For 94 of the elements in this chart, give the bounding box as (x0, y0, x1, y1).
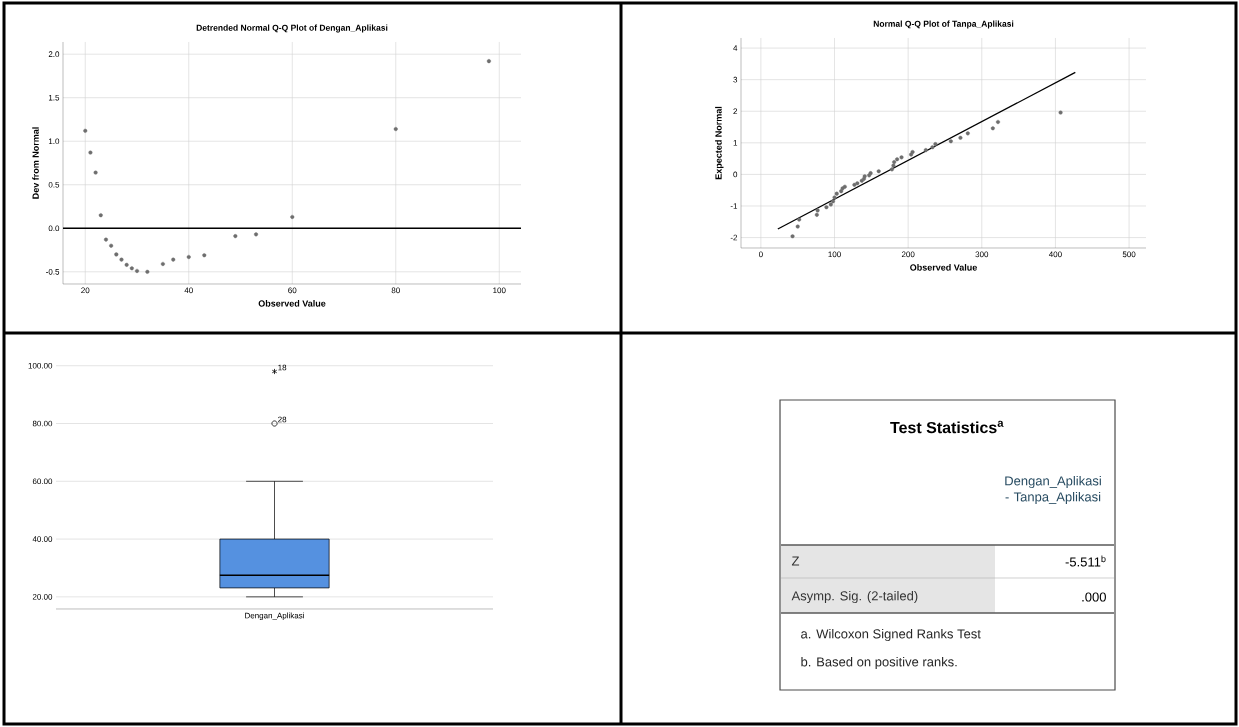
y-axis-title: Expected Normal (715, 106, 724, 180)
point (186, 255, 191, 259)
point (88, 150, 93, 155)
point (129, 266, 134, 271)
x-tick-label: 60 (288, 287, 297, 294)
x-tick-label: 0 (758, 251, 763, 258)
chart-title: Detrended Normal Q-Q Plot of Dengan_Aplikasi (196, 24, 388, 33)
point (119, 257, 124, 262)
point (83, 128, 88, 133)
point (834, 191, 839, 196)
text: -5.511$^{b}$ (1065, 555, 1106, 567)
point (790, 234, 795, 239)
x-tick-label: Dengan_Aplikasi (245, 612, 304, 620)
point (233, 234, 238, 239)
point (824, 205, 829, 210)
point (996, 119, 1000, 124)
point (815, 208, 820, 213)
y-tick-label: 3 (733, 76, 738, 83)
x-axis-title: Observed Value (910, 264, 977, 271)
point (135, 268, 140, 273)
y-tick-label: 60.00 (32, 478, 53, 485)
y-tick-label: -1 (730, 203, 738, 209)
chart-title: Normal Q-Q Plot of Tanpa_Aplikasi (873, 20, 1014, 29)
annotation: 28 (278, 416, 287, 423)
point (909, 152, 914, 157)
x-tick-label: 100 (828, 251, 841, 258)
point (923, 148, 928, 153)
point (948, 139, 953, 144)
text: Dengan_Aplikasi - Tanpa_Aplikasi (1005, 475, 1101, 505)
point (124, 262, 129, 267)
point (93, 170, 98, 175)
y-tick-label: 1.5 (48, 94, 60, 101)
y-tick-label: 1 (733, 140, 738, 146)
point (1058, 110, 1063, 115)
point (814, 212, 819, 217)
point (910, 149, 915, 154)
point (202, 253, 207, 258)
point (933, 142, 938, 147)
point (876, 169, 881, 174)
x-axis-title: Observed Value (258, 300, 326, 307)
point (171, 257, 176, 262)
point (831, 199, 836, 204)
point (899, 155, 904, 160)
x-tick-label: 500 (1122, 251, 1136, 258)
point (795, 224, 800, 229)
text: Test Statistics$^{a}$ (890, 420, 1004, 434)
y-tick-label: -0.5 (46, 268, 60, 275)
x-tick-label: 200 (901, 251, 915, 258)
x-tick-label: 40 (184, 287, 193, 294)
y-tick-label: 2.0 (48, 51, 60, 58)
point (892, 160, 897, 165)
y-tick-label: 1.0 (48, 138, 60, 145)
annotation: 18 (278, 364, 287, 371)
x-tick-label: 100 (493, 287, 506, 294)
point (889, 167, 894, 172)
text: b. Based on positive ranks. (801, 656, 957, 670)
y-tick-label: 20.00 (32, 594, 53, 600)
point (797, 217, 802, 222)
point (114, 252, 119, 257)
text: .000 (1082, 592, 1106, 602)
point (828, 202, 833, 207)
point (839, 189, 844, 194)
point (254, 232, 259, 237)
point (103, 237, 108, 242)
point (486, 59, 491, 64)
point (990, 126, 995, 131)
point (958, 135, 963, 140)
y-tick-label: 0.5 (48, 181, 60, 188)
y-tick-label: -2 (730, 234, 738, 241)
point (290, 214, 295, 219)
point (145, 269, 150, 274)
point (965, 131, 970, 136)
y-tick-label: 40.00 (32, 536, 53, 542)
point (832, 195, 837, 200)
y-axis-title: Dev from Normal (32, 127, 39, 199)
point (109, 243, 114, 248)
y-tick-label: 0.0 (48, 225, 60, 232)
y-tick-label: 2 (733, 108, 738, 115)
x-tick-label: 300 (975, 251, 989, 258)
category-label: Asymp. Sig. (2-tailed) (791, 590, 918, 604)
category-label: Z (791, 556, 800, 566)
point (855, 181, 860, 186)
point (393, 127, 398, 132)
y-tick-label: 4 (733, 45, 738, 51)
point (852, 182, 857, 187)
y-tick-label: 80.00 (32, 420, 53, 427)
point (98, 213, 103, 218)
text: a. Wilcoxon Signed Ranks Test (801, 628, 981, 642)
x-tick-label: 20 (81, 287, 90, 294)
x-tick-label: 80 (391, 287, 400, 294)
x-tick-label: 400 (1048, 251, 1062, 258)
y-tick-label: 0 (733, 171, 738, 178)
point (160, 261, 165, 266)
y-tick-label: 100.00 (28, 362, 53, 369)
